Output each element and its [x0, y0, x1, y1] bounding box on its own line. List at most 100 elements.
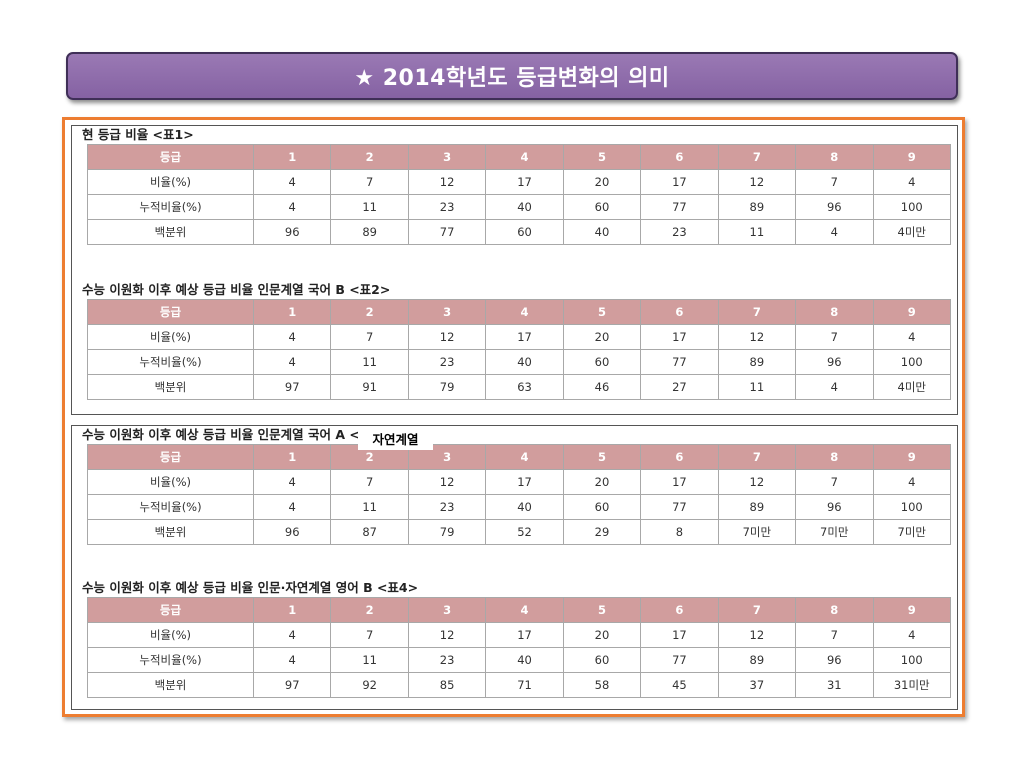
table-cell: 12: [717, 324, 797, 350]
table-cell: 7: [330, 169, 409, 195]
table-cell: 4: [252, 622, 332, 648]
table-cell: 85: [407, 672, 487, 698]
table-cell: 4: [795, 219, 874, 245]
table-cell: 20: [562, 169, 642, 195]
grade-table: 등급 1 2 3 4 5 6 7 8 9 비율(%) 4 7 12 17 20 17 12 7 4 누적비율(%) 4 11…: [87, 299, 951, 400]
row-label-cell: 비율(%): [87, 469, 254, 495]
table-cell: 4: [872, 169, 951, 195]
table-cell: 29: [562, 519, 642, 545]
table-cell: 89: [330, 219, 409, 245]
row-label-cell: 비율(%): [87, 169, 254, 195]
table-heading: 수능 이원화 이후 예상 등급 비율 인문계열 국어 A <표3>: [82, 427, 391, 442]
header-cell-grade: 6: [640, 144, 719, 170]
table-cell: 45: [640, 672, 719, 698]
header-cell-grade: 4: [485, 444, 564, 470]
row-label-cell: 누적비율(%): [87, 647, 254, 673]
table-row: 누적비율(%) 4 11 23 40 60 77 89 96 100: [87, 647, 951, 673]
table-cell: 4: [252, 349, 332, 375]
table-cell: 17: [485, 622, 564, 648]
table-cell: 96: [795, 647, 874, 673]
header-cell-label: 등급: [87, 444, 254, 470]
table-cell: 20: [562, 469, 642, 495]
table-cell: 4: [252, 169, 332, 195]
table-cell: 40: [485, 647, 564, 673]
row-label-cell: 비율(%): [87, 622, 254, 648]
header-cell-grade: 5: [562, 299, 642, 325]
page-title: ★ 2014학년도 등급변화의 의미: [66, 52, 958, 100]
table-row: 비율(%) 4 7 12 17 20 17 12 7 4: [87, 169, 951, 195]
section-table-4: 수능 이원화 이후 예상 등급 비율 인문·자연계열 영어 B <표4> 등급 1…: [82, 579, 951, 698]
header-cell-grade: 3: [407, 299, 487, 325]
header-cell-grade: 3: [407, 144, 487, 170]
header-cell-grade: 1: [252, 444, 332, 470]
table-row: 백분위 96 87 79 52 29 8 7미만 7미만 7미만: [87, 519, 951, 545]
table-cell: 60: [562, 349, 642, 375]
table-cell: 100: [872, 647, 951, 673]
table-cell: 23: [640, 219, 719, 245]
table-cell: 12: [407, 622, 487, 648]
table-cell: 12: [407, 469, 487, 495]
table-cell: 12: [407, 169, 487, 195]
table-cell: 100: [872, 194, 951, 220]
header-cell-grade: 8: [795, 144, 874, 170]
table-cell: 17: [485, 324, 564, 350]
content-frame: 현 등급 비율 <표1> 등급 1 2 3 4 5 6 7 8 9 비율(%) 4 7 12 17 20 17 1…: [62, 117, 965, 717]
panel-expected-grades: 수능 이원화 이후 예상 등급 비율 인문계열 국어 A <표3> 자연계열 등…: [71, 425, 958, 710]
row-label-cell: 백분위: [87, 374, 254, 400]
row-label-cell: 백분위: [87, 219, 254, 245]
table-cell: 52: [485, 519, 564, 545]
header-cell-grade: 2: [330, 144, 409, 170]
table-cell: 63: [485, 374, 564, 400]
header-cell-grade: 2: [330, 299, 409, 325]
table-cell: 89: [717, 494, 797, 520]
table-header-row: 등급 1 2 3 4 5 6 7 8 9: [87, 299, 951, 325]
table-cell: 4: [252, 194, 332, 220]
header-cell-grade: 4: [485, 144, 564, 170]
table-row: 비율(%) 4 7 12 17 20 17 12 7 4: [87, 324, 951, 350]
table-cell: 7미만: [872, 519, 951, 545]
table-cell: 89: [717, 194, 797, 220]
table-cell: 8: [640, 519, 719, 545]
table-cell: 60: [562, 647, 642, 673]
panel-current-grades: 현 등급 비율 <표1> 등급 1 2 3 4 5 6 7 8 9 비율(%) 4 7 12 17 20 17 1…: [71, 125, 958, 415]
header-cell-grade: 5: [562, 444, 642, 470]
table-row: 비율(%) 4 7 12 17 20 17 12 7 4: [87, 622, 951, 648]
table-cell: 46: [562, 374, 642, 400]
table-cell: 4미만: [872, 219, 951, 245]
table-row: 누적비율(%) 4 11 23 40 60 77 89 96 100: [87, 194, 951, 220]
table-cell: 91: [330, 374, 409, 400]
table-cell: 96: [795, 494, 874, 520]
section-table-3: 수능 이원화 이후 예상 등급 비율 인문계열 국어 A <표3> 자연계열 등…: [82, 426, 951, 545]
table-cell: 96: [795, 194, 874, 220]
table-cell: 77: [407, 219, 487, 245]
table-cell: 4: [872, 324, 951, 350]
table-cell: 92: [330, 672, 409, 698]
header-cell-grade: 9: [872, 597, 951, 623]
table-cell: 23: [407, 194, 487, 220]
table-cell: 4: [795, 374, 874, 400]
header-cell-grade: 7: [717, 299, 797, 325]
table-cell: 31미만: [872, 672, 951, 698]
table-cell: 23: [407, 494, 487, 520]
table-cell: 60: [485, 219, 564, 245]
grade-table: 등급 1 2 3 4 5 6 7 8 9 비율(%) 4 7 12 17 20 17 12 7 4 누적비율(%) 4 11…: [87, 597, 951, 698]
table-cell: 31: [795, 672, 874, 698]
header-cell-label: 등급: [87, 299, 254, 325]
table-cell: 7: [795, 469, 874, 495]
table-header-row: 등급 1 2 3 4 5 6 7 8 9: [87, 144, 951, 170]
grade-table: 등급 1 2 3 4 5 6 7 8 9 비율(%) 4 7 12 17 20 17 12 7 4 누적비율(%) 4 11…: [87, 444, 951, 545]
table-cell: 71: [485, 672, 564, 698]
table-row: 백분위 96 89 77 60 40 23 11 4 4미만: [87, 219, 951, 245]
table-cell: 7: [795, 622, 874, 648]
table-cell: 12: [407, 324, 487, 350]
section-table-2: 수능 이원화 이후 예상 등급 비율 인문계열 국어 B <표2> 등급 1 2 3 4…: [82, 281, 951, 400]
header-cell-grade: 7: [717, 444, 797, 470]
header-cell-grade: 4: [485, 299, 564, 325]
row-label-cell: 누적비율(%): [87, 349, 254, 375]
table-heading: 수능 이원화 이후 예상 등급 비율 인문·자연계열 영어 B <표4>: [82, 580, 419, 595]
table-cell: 96: [795, 349, 874, 375]
header-cell-grade: 9: [872, 444, 951, 470]
table-cell: 77: [640, 349, 719, 375]
header-cell-grade: 9: [872, 299, 951, 325]
table-cell: 97: [252, 374, 332, 400]
